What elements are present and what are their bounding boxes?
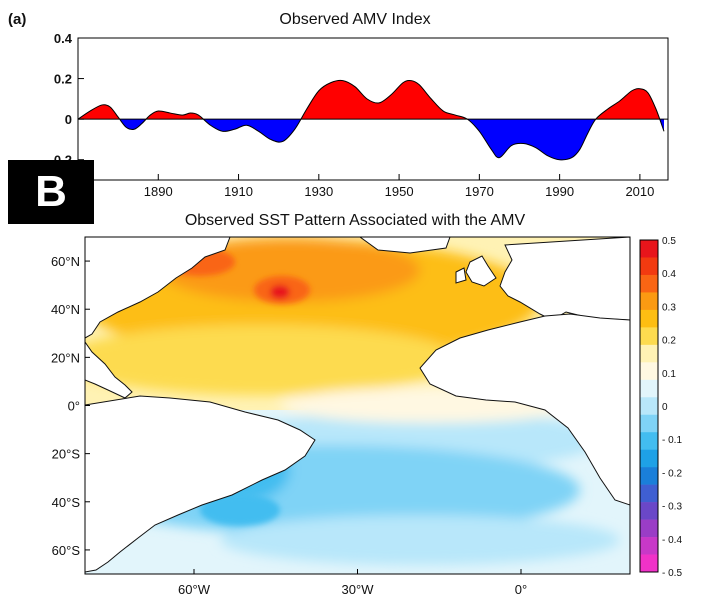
map-lon-tick-label: 60°W (178, 582, 211, 597)
amv-y-tick-label: 0.4 (54, 31, 73, 46)
amv-index-plot (77, 79, 668, 161)
colorbar-swatch (640, 309, 658, 328)
colorbar-label: - 0.4 (662, 535, 682, 546)
map-lat-tick-label: 40°S (52, 495, 81, 510)
ireland-land (455, 267, 467, 284)
colorbar-swatch (640, 502, 658, 520)
amv-positive-area (78, 80, 660, 120)
colorbar-swatch (640, 327, 658, 346)
colorbar-label: 0.5 (662, 236, 676, 247)
amv-x-tick-label: 1910 (224, 184, 253, 199)
colorbar-swatch (640, 449, 658, 468)
cool-anomaly-southern (220, 515, 620, 565)
colorbar-frame (639, 239, 659, 573)
colorbar-swatch (640, 432, 658, 450)
amv-x-tick-label: 1930 (304, 184, 333, 199)
amv-x-tick-label: 1950 (385, 184, 414, 199)
cool-anomaly-patch (200, 494, 280, 526)
uk-land (465, 255, 497, 287)
amv-x-tick-label: 1970 (465, 184, 494, 199)
colorbar-swatch (640, 240, 658, 258)
colorbar-label: 0.4 (662, 269, 676, 280)
colorbar-label: 0.2 (662, 336, 676, 347)
sst-colorbar (639, 239, 659, 573)
sst-map (85, 237, 630, 574)
sst-colorbar-labels: 0.5 0.4 0.3 0.2 0.1 0 - 0.1 - 0.2 - 0.3 - 0.4 - 0.… (662, 236, 682, 579)
warm-anomaly-subtropics (85, 325, 460, 395)
panel-b-label: B (8, 160, 94, 224)
amv-x-tick-label: 1890 (144, 184, 173, 199)
map-lat-tick-label: 20°S (52, 447, 81, 462)
colorbar-swatch (640, 379, 658, 398)
map-lat-tick-label: 60°N (51, 254, 80, 269)
amv-negative-area (78, 119, 664, 160)
amv-x-tick-label: 2010 (625, 184, 654, 199)
warm-anomaly-peak (270, 285, 290, 299)
colorbar-swatch (640, 362, 658, 381)
colorbar-label: 0.3 (662, 302, 676, 313)
sst-chart-title: Observed SST Pattern Associated with the… (185, 212, 526, 229)
colorbar-label: 0.1 (662, 369, 676, 380)
colorbar-swatch (640, 414, 658, 433)
panel-a-label: (a) (8, 11, 26, 28)
south-america-land (85, 395, 316, 573)
amv-chart-title: Observed AMV Index (279, 11, 430, 28)
map-lon-tick-label: 0° (515, 582, 527, 597)
greenland-land (359, 237, 451, 254)
colorbar-swatch (640, 274, 658, 293)
colorbar-label: - 0.3 (662, 502, 682, 513)
colorbar-swatch (640, 257, 658, 276)
amv-x-tick-label: 1990 (545, 184, 574, 199)
map-lat-tick-label: 0° (68, 399, 80, 414)
africa-land (419, 313, 630, 506)
colorbar-swatch (640, 467, 658, 485)
colorbar-swatch (640, 537, 658, 555)
colorbar-swatch (640, 554, 658, 573)
land-masses (85, 237, 630, 573)
amv-y-axis: 0.40.20-0.2 (50, 31, 84, 168)
colorbar-label: 0 (662, 402, 668, 413)
central-america-land (85, 341, 133, 399)
colorbar-label: - 0.5 (662, 568, 682, 579)
amv-index-line (77, 79, 665, 161)
map-lat-tick-label: 40°N (51, 302, 80, 317)
colorbar-label: - 0.2 (662, 468, 682, 479)
colorbar-label: - 0.1 (662, 435, 682, 446)
amv-x-axis: 1890 1910 1930 1950 1970 1990 2010 (144, 174, 654, 199)
amv-y-tick-label: 0 (65, 112, 72, 127)
map-latitude-axis: 60°N 40°N 20°N 0° 20°S 40°S 60°S (51, 254, 90, 558)
map-lat-tick-label: 60°S (52, 543, 81, 558)
colorbar-swatch (640, 484, 658, 503)
map-lon-tick-label: 30°W (342, 582, 375, 597)
colorbar-swatch (640, 397, 658, 416)
colorbar-swatch (640, 519, 658, 538)
colorbar-swatch (640, 292, 658, 311)
colorbar-swatch (640, 344, 658, 363)
amv-y-tick-label: 0.2 (54, 72, 72, 87)
north-america-land (85, 237, 231, 339)
map-longitude-axis: 60°W 30°W 0° (178, 569, 527, 597)
europe-land (499, 237, 630, 321)
map-lat-tick-label: 20°N (51, 350, 80, 365)
amv-plot-frame (77, 37, 669, 181)
